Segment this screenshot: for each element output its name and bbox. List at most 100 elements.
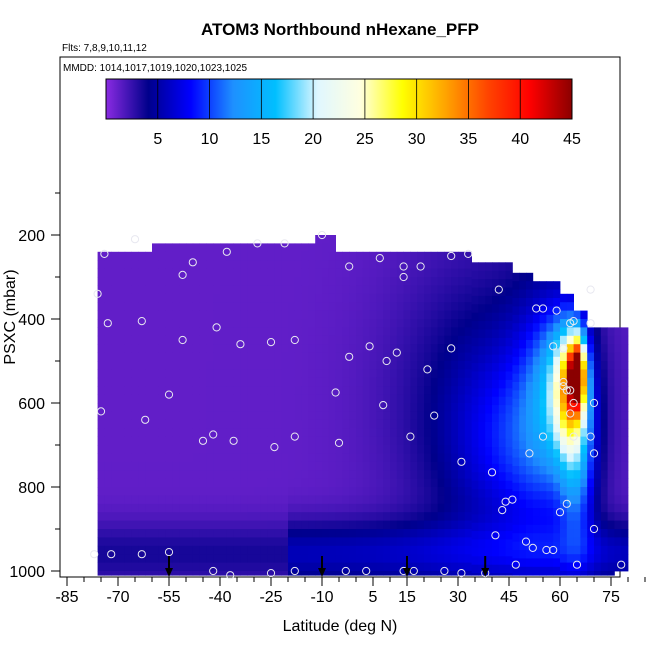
heatmap-cell [294,293,302,303]
heatmap-cell [451,503,459,513]
heatmap-cell [131,545,139,555]
heatmap-cell [444,386,452,395]
heatmap-cell [138,386,146,395]
heatmap-cell [206,377,214,387]
heatmap-cell [322,529,330,538]
heatmap-cell [587,545,595,555]
heatmap-cell [464,361,472,370]
heatmap-cell [424,352,432,362]
sample-point [549,342,558,351]
heatmap-cell [315,436,323,446]
heatmap-cell [254,369,262,379]
heatmap-cell [478,480,486,490]
heatmap-cell [294,310,302,320]
heatmap-cell [152,487,160,496]
heatmap-cell [131,302,139,311]
heatmap-cell [614,461,622,471]
heatmap-cell [594,571,602,576]
heatmap-cell [587,335,595,345]
sample-point [559,344,568,353]
heatmap-cell [396,537,404,547]
heatmap-cell [254,285,262,295]
heatmap-cell [192,470,200,479]
heatmap-cell [621,529,629,538]
heatmap-cell [478,514,486,524]
heatmap-cell [356,545,364,555]
heatmap-cell [97,260,105,269]
heatmap-cell [172,394,180,404]
heatmap-cell [192,445,200,454]
heatmap-cell [390,503,398,513]
heatmap-cell [301,369,309,379]
heatmap-cell [349,428,357,437]
heatmap-cell [614,386,622,395]
heatmap-cell [281,453,289,463]
heatmap-cell [430,302,438,311]
heatmap-cell [519,281,527,290]
heatmap-cell [274,327,282,337]
heatmap-cell [614,327,622,337]
heatmap-cell [485,329,493,339]
heatmap-cell [505,472,513,482]
heatmap-cell [158,251,166,261]
heatmap-cell [390,285,398,295]
heatmap-cell [349,327,357,337]
heatmap-cell [512,440,520,450]
heatmap-cell [124,344,132,353]
heatmap-cell [464,571,472,576]
heatmap-cell [383,419,391,429]
heatmap-cell [573,495,581,505]
heatmap-cell [396,344,404,353]
heatmap-cell [254,428,262,437]
heatmap-cell [233,260,241,269]
heatmap-cell [254,537,262,547]
heatmap-cell [607,361,615,370]
heatmap-cell [172,445,180,454]
heatmap-cell [294,445,302,454]
heatmap-cell [254,545,262,555]
heatmap-cell [233,461,241,471]
heatmap-cell [131,394,139,404]
heatmap-cell [288,327,296,337]
heatmap-cell [294,436,302,446]
heatmap-cell [192,344,200,353]
heatmap-cell [532,365,540,374]
heatmap-cell [498,547,506,557]
heatmap-cell [186,268,194,278]
heatmap-cell [451,327,459,337]
heatmap-cell [342,537,350,547]
heatmap-cell [335,369,343,379]
heatmap-cell [335,419,343,429]
heatmap-cell [430,495,438,505]
heatmap-cell [247,495,255,505]
heatmap-cell [308,529,316,538]
heatmap-cell [152,394,160,404]
heatmap-cell [240,377,248,387]
heatmap-cell [417,377,425,387]
heatmap-cell [417,445,425,454]
heatmap-cell [464,512,472,521]
heatmap-cell [369,571,377,576]
heatmap-cell [573,453,581,463]
heatmap-cell [97,293,105,303]
sample-point [226,571,235,580]
heatmap-cell [335,344,343,353]
heatmap-cell [131,251,139,261]
heatmap-cell [335,487,343,496]
sample-point [586,285,595,294]
heatmap-cell [226,277,234,286]
heatmap-cell [566,545,574,555]
heatmap-cell [539,516,547,526]
heatmap-cell [526,491,534,500]
heatmap-cell [328,453,336,463]
heatmap-cell [560,344,568,353]
heatmap-cell [396,327,404,337]
heatmap-cell [424,260,432,269]
heatmap-cell [464,478,472,488]
heatmap-cell [464,319,472,328]
heatmap-cell [158,268,166,278]
heatmap-cell [254,562,262,572]
heatmap-cell [274,344,282,353]
heatmap-cell [206,411,214,421]
heatmap-cell [478,547,486,557]
